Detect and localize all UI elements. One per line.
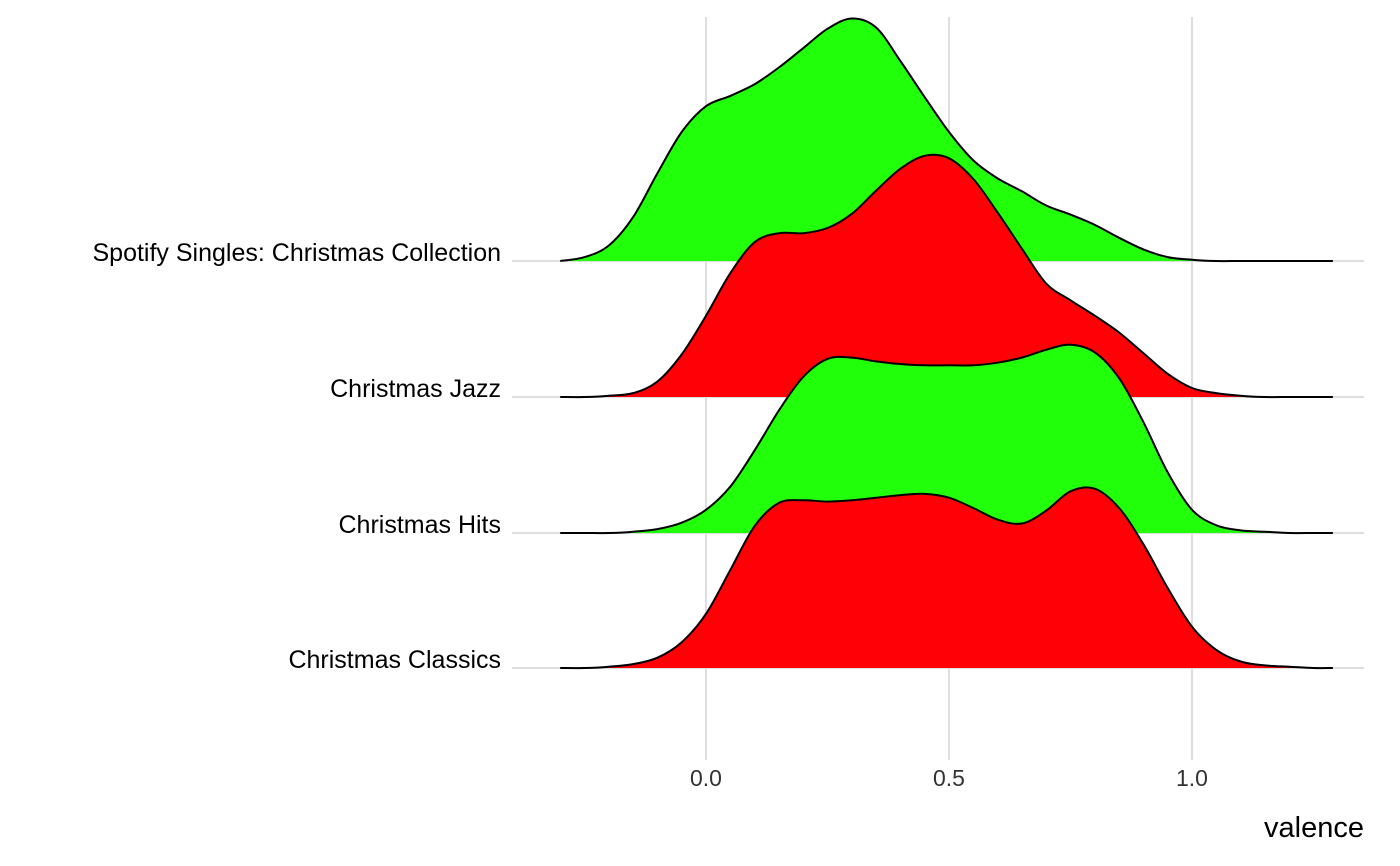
ridge-outline-0 [560, 17, 1333, 263]
x-axis-title: valence [1264, 812, 1364, 844]
ridge-outline-1 [560, 153, 1333, 399]
ridge-outline-3 [560, 486, 1333, 670]
ridges [560, 17, 1333, 670]
category-label-1: Christmas Jazz [330, 375, 501, 403]
ridge-3 [560, 486, 1333, 670]
category-label-3: Christmas Classics [288, 646, 501, 674]
ridge-0 [560, 17, 1333, 263]
ridge-outline-2 [560, 343, 1333, 535]
ridge-fill-1 [560, 154, 1333, 398]
ridge-2 [560, 343, 1333, 535]
x-tick-label-0: 0.0 [690, 765, 722, 791]
x-tick-label-2: 1.0 [1176, 765, 1208, 791]
x-axis-ticks: 0.0 0.5 1.0 [690, 765, 1208, 791]
x-tick-label-1: 0.5 [933, 765, 965, 791]
ridge-1 [560, 153, 1333, 399]
ridge-fill-2 [560, 344, 1333, 534]
category-label-0: Spotify Singles: Christmas Collection [93, 239, 502, 267]
ridge-fill-0 [560, 18, 1333, 262]
category-labels: Spotify Singles: Christmas Collection Chr… [93, 239, 502, 674]
category-label-2: Christmas Hits [338, 511, 501, 539]
ridge-fill-3 [560, 487, 1333, 669]
